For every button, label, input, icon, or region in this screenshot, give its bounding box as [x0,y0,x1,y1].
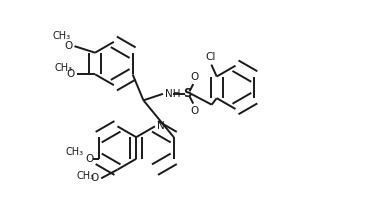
Text: CH₃: CH₃ [55,63,73,73]
Text: Cl: Cl [205,52,215,62]
Text: O: O [64,41,72,51]
Text: CH₃: CH₃ [77,171,95,181]
Text: O: O [85,154,93,164]
Text: NH: NH [165,89,180,99]
Text: CH₃: CH₃ [66,147,84,157]
Text: O: O [91,173,99,183]
Text: CH₃: CH₃ [52,31,71,41]
Text: N: N [157,121,165,131]
Text: O: O [66,69,74,79]
Text: O: O [190,72,199,82]
Text: S: S [184,87,192,100]
Text: O: O [190,106,199,116]
